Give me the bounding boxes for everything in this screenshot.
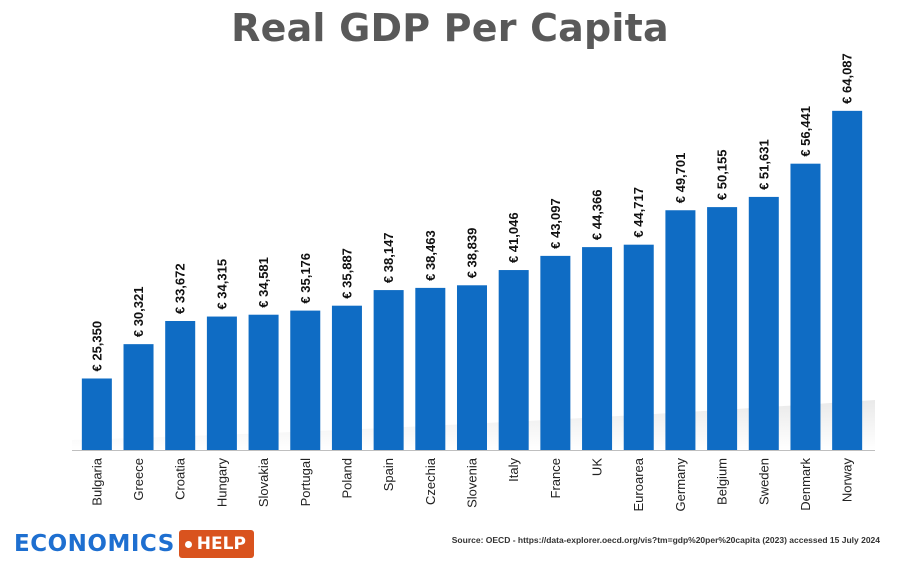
value-label: € 41,046: [506, 212, 521, 263]
x-tick-label: Poland: [339, 458, 354, 498]
value-label: € 25,350: [89, 321, 104, 372]
x-tick-label: Italy: [506, 458, 521, 482]
bar-sweden: [748, 196, 779, 450]
value-label: € 38,839: [465, 228, 480, 279]
bar-germany: [665, 210, 696, 450]
x-tick-label: Croatia: [173, 457, 188, 500]
value-label: € 44,366: [590, 190, 605, 241]
x-tick-label: Portugal: [298, 458, 313, 507]
value-label: € 44,717: [631, 187, 646, 238]
bar-denmark: [790, 163, 821, 450]
value-label: € 38,147: [381, 232, 396, 283]
value-label: € 30,321: [131, 287, 146, 338]
bar-norway: [832, 110, 863, 450]
bar-hungary: [206, 316, 237, 450]
value-labels-layer: € 25,350 € 30,321 € 33,672 € 34,315 € 34,581…: [89, 53, 854, 371]
value-label: € 34,315: [214, 259, 229, 310]
value-label: € 43,097: [548, 198, 563, 249]
x-tick-label: Sweden: [756, 458, 771, 505]
bar-slovenia: [456, 285, 487, 450]
x-tick-label: Denmark: [798, 458, 813, 511]
logo-tag: HELP: [178, 530, 254, 558]
value-label: € 35,176: [298, 253, 313, 304]
x-tick-label: Euroarea: [631, 457, 646, 511]
logo-tag-text: HELP: [196, 534, 246, 554]
x-tick-label: Bulgaria: [89, 457, 104, 505]
x-tick-label: Hungary: [214, 458, 229, 508]
bar-bulgaria: [81, 378, 112, 450]
value-label: € 35,887: [339, 248, 354, 299]
value-label: € 49,701: [673, 153, 688, 204]
x-tick-label: Germany: [673, 458, 688, 512]
tag-icon: [184, 540, 192, 548]
value-label: € 50,155: [715, 150, 730, 201]
x-tick-label: Norway: [840, 458, 855, 503]
x-tick-label: Greece: [131, 458, 146, 501]
bar-slovakia: [248, 314, 279, 450]
bar-belgium: [707, 207, 738, 450]
bar-euroarea: [623, 244, 654, 450]
value-label: € 38,463: [423, 230, 438, 281]
value-label: € 64,087: [840, 53, 855, 104]
bar-spain: [373, 290, 404, 450]
x-tick-label: Slovakia: [256, 457, 271, 507]
tick-labels-layer: Bulgaria Greece Croatia Hungary Slovakia Port…: [89, 457, 854, 511]
bar-portugal: [290, 310, 321, 450]
value-label: € 56,441: [798, 106, 813, 157]
bar-italy: [498, 270, 529, 450]
chart-title: Real GDP Per Capita: [231, 6, 669, 50]
economics-help-logo: ECONOMICS HELP: [14, 526, 254, 562]
source-note: Source: OECD - https://data-explorer.oec…: [451, 535, 880, 545]
x-tick-label: Slovenia: [465, 457, 480, 508]
x-tick-label: Spain: [381, 458, 396, 491]
bar-croatia: [165, 320, 196, 450]
bar-france: [540, 255, 571, 450]
bar-czechia: [415, 287, 446, 450]
bar-poland: [331, 305, 362, 450]
x-tick-label: France: [548, 458, 563, 498]
bar-greece: [123, 344, 154, 450]
x-tick-label: Belgium: [715, 458, 730, 505]
x-tick-label: UK: [590, 458, 605, 476]
logo-wordmark: ECONOMICS: [14, 531, 175, 557]
bars-layer: [81, 110, 863, 450]
value-label: € 33,672: [173, 263, 188, 314]
bar-uk: [582, 247, 613, 450]
x-tick-label: Czechia: [423, 457, 438, 505]
value-label: € 51,631: [756, 139, 771, 190]
value-label: € 34,581: [256, 257, 271, 308]
